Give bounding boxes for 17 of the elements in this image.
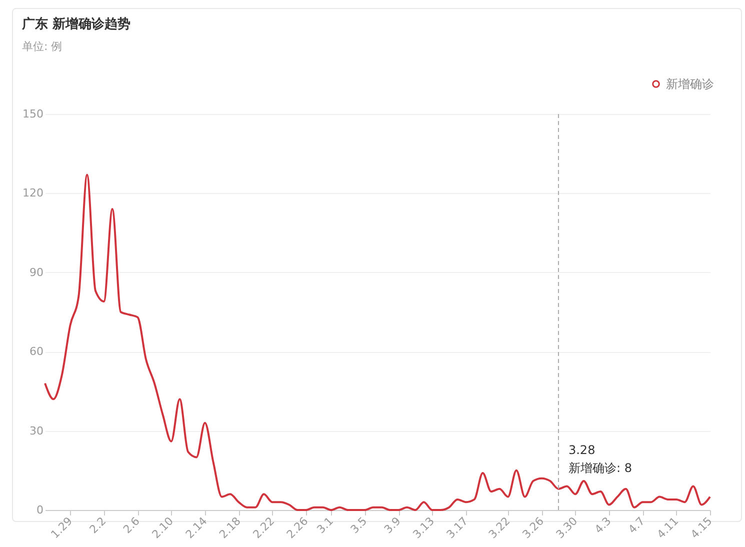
y-tick-label: 150 xyxy=(22,108,44,120)
x-tick-label: 3.9 xyxy=(382,514,404,536)
chart-subtitle: 单位: 例 xyxy=(22,40,62,53)
y-tick-label: 90 xyxy=(30,266,44,279)
x-tick-label: 2.2 xyxy=(87,514,109,536)
y-tick-label: 0 xyxy=(36,504,44,516)
x-tick-label: 3.1 xyxy=(314,514,336,536)
legend-label: 新增确诊 xyxy=(666,77,714,91)
chart-title: 广东 新增确诊趋势 xyxy=(21,16,131,32)
y-tick-label: 60 xyxy=(30,345,44,358)
y-tick-label: 30 xyxy=(30,424,44,438)
annotation: 3.28 新增确诊: 8 xyxy=(568,442,632,475)
x-tick-label: 4.7 xyxy=(626,514,648,536)
x-tick-label: 3.5 xyxy=(348,514,370,536)
y-tick-label: 120 xyxy=(22,186,44,200)
x-tick-label: 4.3 xyxy=(592,514,614,536)
x-tick-label: 2.6 xyxy=(120,514,142,536)
